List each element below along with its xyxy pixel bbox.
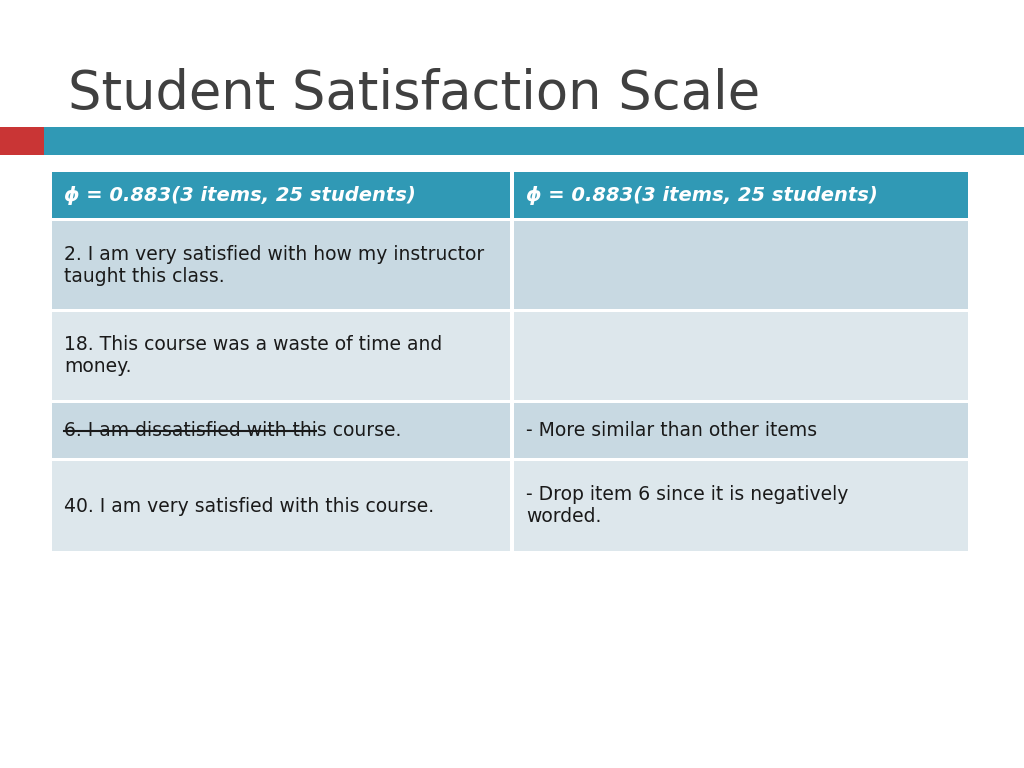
Bar bbox=[514, 221, 968, 309]
Text: 40. I am very satisfied with this course.: 40. I am very satisfied with this course… bbox=[63, 496, 434, 515]
Text: 6. I am dissatisfied with this course.: 6. I am dissatisfied with this course. bbox=[63, 421, 401, 440]
Bar bbox=[0, 127, 44, 155]
Text: Student Satisfaction Scale: Student Satisfaction Scale bbox=[68, 68, 760, 120]
Bar bbox=[52, 403, 510, 458]
Text: ϕ = 0.883(3 items, 25 students): ϕ = 0.883(3 items, 25 students) bbox=[63, 185, 416, 204]
Bar bbox=[514, 312, 968, 400]
Text: - Drop item 6 since it is negatively
worded.: - Drop item 6 since it is negatively wor… bbox=[526, 485, 848, 527]
Bar bbox=[514, 172, 968, 218]
Text: 2. I am very satisfied with how my instructor
taught this class.: 2. I am very satisfied with how my instr… bbox=[63, 244, 484, 286]
Bar bbox=[52, 172, 510, 218]
Bar bbox=[52, 221, 510, 309]
Bar bbox=[52, 312, 510, 400]
Text: - More similar than other items: - More similar than other items bbox=[526, 421, 817, 440]
Text: ϕ = 0.883(3 items, 25 students): ϕ = 0.883(3 items, 25 students) bbox=[526, 185, 878, 204]
Bar bbox=[514, 403, 968, 458]
Text: 18. This course was a waste of time and
money.: 18. This course was a waste of time and … bbox=[63, 336, 442, 376]
Bar bbox=[514, 461, 968, 551]
Bar bbox=[52, 461, 510, 551]
Bar bbox=[44, 127, 1024, 155]
